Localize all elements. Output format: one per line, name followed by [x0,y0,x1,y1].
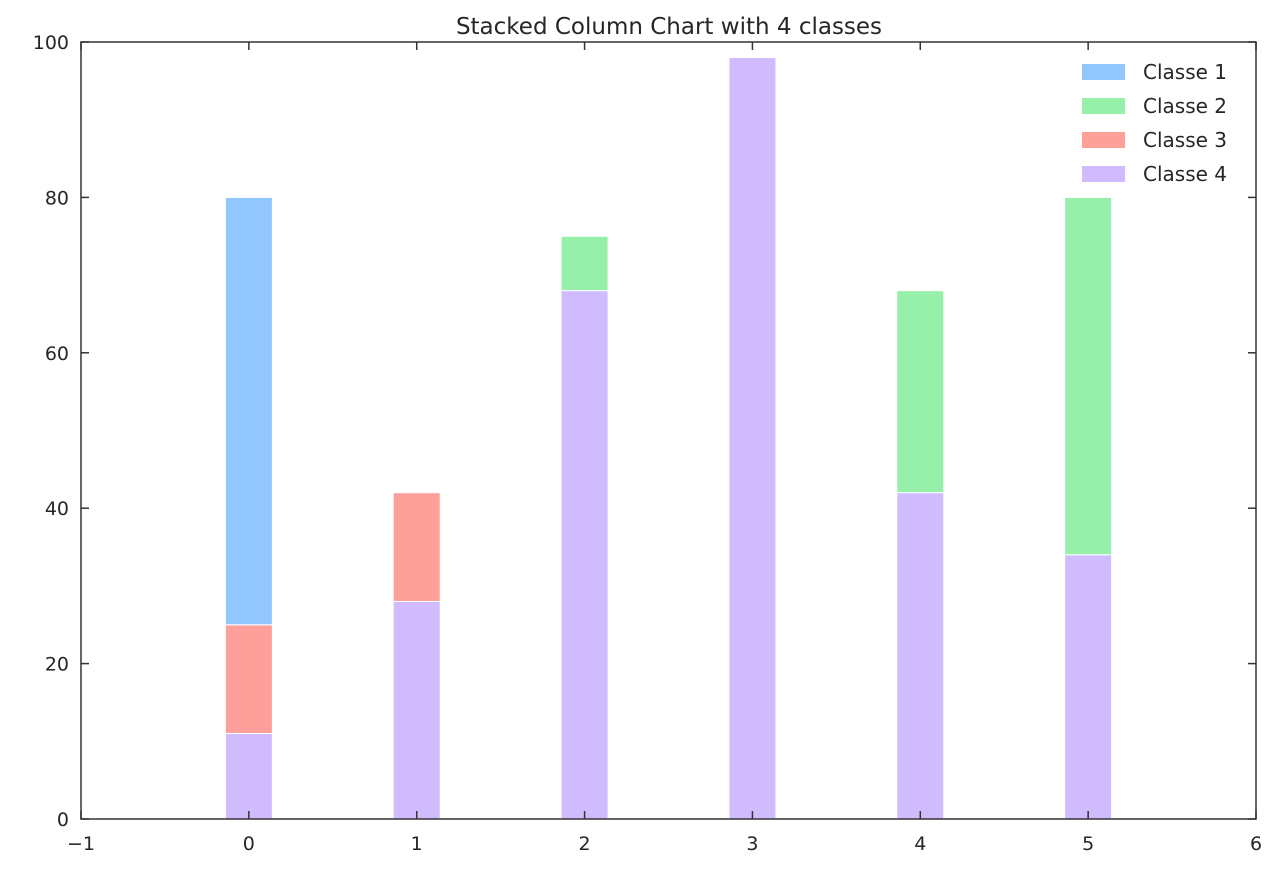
bar-classe-3-cat-1 [392,492,441,602]
bar-classe-4-cat-3 [728,57,777,820]
bar-classe-4-cat-4 [896,492,945,820]
legend-label-classe-1: Classe 1 [1143,60,1227,84]
x-tick-label: −1 [67,833,95,855]
x-tick-label: 2 [579,833,591,855]
x-tick-label: 4 [914,833,926,855]
y-tick-label: 40 [45,498,69,520]
bar-classe-4-cat-0 [224,733,273,820]
x-tick-label: 1 [411,833,423,855]
legend-swatch-classe-4 [1082,166,1125,182]
bar-classe-2-cat-5 [1064,196,1113,556]
bar-classe-3-cat-0 [224,624,273,735]
x-tick-label: 6 [1250,833,1262,855]
legend: Classe 1 Classe 2 Classe 3 Classe 4 [1082,60,1227,186]
y-tick-label: 80 [45,187,69,209]
legend-swatch-classe-3 [1082,132,1125,148]
bar-classe-2-cat-4 [896,290,945,494]
x-tick-label: 3 [746,833,758,855]
y-tick-label: 20 [45,654,69,676]
bars-group [224,57,1113,820]
bar-classe-1-cat-0 [224,196,273,626]
legend-label-classe-2: Classe 2 [1143,94,1227,118]
x-tick-label: 0 [243,833,255,855]
legend-swatch-classe-1 [1082,64,1125,80]
y-tick-label: 60 [45,343,69,365]
legend-label-classe-4: Classe 4 [1143,162,1227,186]
y-tick-label: 100 [33,32,69,54]
bar-classe-4-cat-1 [392,600,441,820]
x-tick-label: 5 [1082,833,1094,855]
legend-label-classe-3: Classe 3 [1143,128,1227,152]
chart-title: Stacked Column Chart with 4 classes [456,14,882,40]
bar-classe-4-cat-2 [560,290,609,820]
bar-classe-2-cat-2 [560,235,609,292]
y-tick-label: 0 [57,809,69,831]
plot-frame [80,41,1257,820]
bar-classe-4-cat-5 [1064,554,1113,820]
legend-swatch-classe-2 [1082,98,1125,114]
